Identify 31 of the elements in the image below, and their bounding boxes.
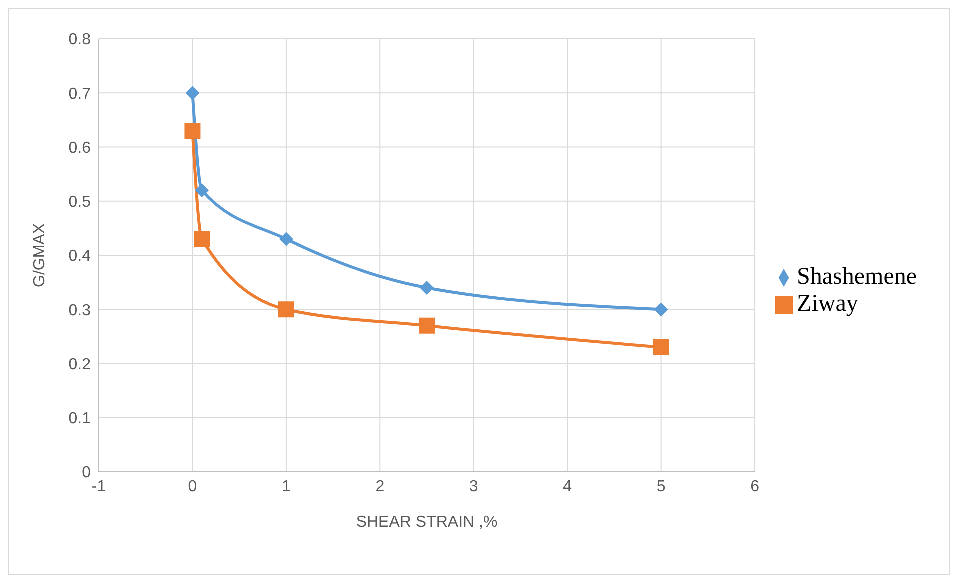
y-tick-label: 0 bbox=[82, 464, 92, 482]
y-tick-label: 0.8 bbox=[68, 32, 92, 49]
x-tick-label: 2 bbox=[376, 478, 385, 496]
point bbox=[420, 280, 434, 295]
x-tick-label: 3 bbox=[469, 478, 478, 496]
x-tick-label: 5 bbox=[656, 478, 666, 496]
point bbox=[653, 340, 670, 356]
x-tick-label: 6 bbox=[750, 478, 760, 496]
y-tick-label: 0.2 bbox=[68, 356, 92, 374]
x-tick-label: 4 bbox=[563, 478, 572, 496]
legend-label: Ziway bbox=[797, 290, 858, 316]
x-axis-title: SHEAR STRAIN ,% bbox=[356, 514, 498, 531]
point bbox=[184, 123, 201, 140]
point bbox=[195, 184, 210, 198]
y-tick-label: 0.4 bbox=[68, 248, 92, 266]
y-tick-label: 0.7 bbox=[68, 86, 92, 103]
point bbox=[186, 86, 200, 100]
y-tick-label: 0.3 bbox=[68, 302, 92, 320]
point bbox=[419, 318, 436, 334]
x-tick-label: 0 bbox=[188, 478, 198, 496]
point bbox=[278, 302, 294, 318]
y-tick-label: 0.1 bbox=[68, 410, 92, 428]
point bbox=[194, 231, 210, 248]
y-tick-label: 0.5 bbox=[68, 194, 92, 212]
y-tick-label: 0.6 bbox=[68, 140, 92, 157]
legend-label: Shashemene bbox=[797, 264, 917, 290]
y-axis-title: G/GMAX bbox=[32, 223, 49, 288]
x-tick-label: -1 bbox=[92, 478, 106, 496]
x-tick-label: 1 bbox=[282, 478, 291, 496]
point bbox=[279, 232, 294, 246]
point bbox=[654, 302, 668, 317]
